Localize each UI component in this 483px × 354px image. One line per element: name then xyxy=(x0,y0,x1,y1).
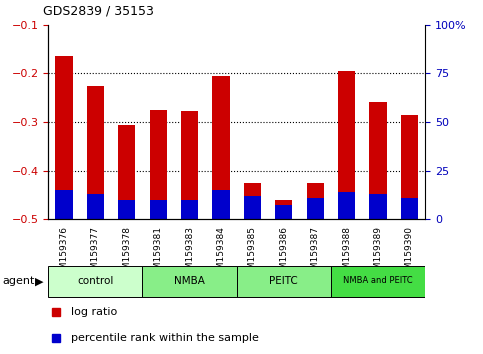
Bar xyxy=(181,111,198,200)
Bar xyxy=(244,183,261,196)
Bar xyxy=(338,71,355,192)
Bar xyxy=(401,198,418,219)
Bar xyxy=(118,125,135,200)
Text: GDS2839 / 35153: GDS2839 / 35153 xyxy=(43,5,155,18)
Bar xyxy=(142,266,237,297)
Text: ▶: ▶ xyxy=(35,276,44,286)
Text: agent: agent xyxy=(2,276,35,286)
Bar xyxy=(150,110,167,200)
Bar xyxy=(338,192,355,219)
Bar xyxy=(150,200,167,219)
Bar xyxy=(48,266,142,297)
Bar xyxy=(56,190,72,219)
Text: NMBA and PEITC: NMBA and PEITC xyxy=(343,276,413,285)
Bar xyxy=(369,194,386,219)
Bar xyxy=(237,266,331,297)
Bar xyxy=(401,115,418,198)
Bar xyxy=(118,200,135,219)
Bar xyxy=(87,194,104,219)
Bar xyxy=(87,86,104,194)
Bar xyxy=(275,200,292,219)
Text: control: control xyxy=(77,276,114,286)
Bar xyxy=(307,183,324,198)
Bar xyxy=(307,198,324,219)
Bar xyxy=(275,200,292,205)
Bar xyxy=(244,196,261,219)
Bar xyxy=(369,102,386,194)
Bar xyxy=(56,56,72,190)
Text: log ratio: log ratio xyxy=(71,307,117,318)
Text: PEITC: PEITC xyxy=(270,276,298,286)
Text: NMBA: NMBA xyxy=(174,276,205,286)
Bar xyxy=(181,200,198,219)
Bar xyxy=(331,266,425,297)
Bar xyxy=(213,190,229,219)
Bar xyxy=(213,76,229,190)
Text: percentile rank within the sample: percentile rank within the sample xyxy=(71,333,259,343)
